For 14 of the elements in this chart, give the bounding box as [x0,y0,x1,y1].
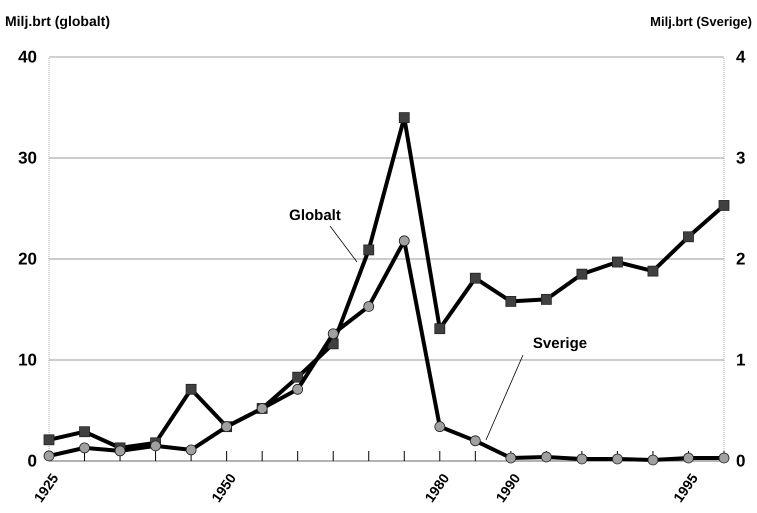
y2-tick-label: 4 [736,47,746,66]
y2-tick-label: 2 [736,249,746,268]
y-tick-label: 30 [18,148,37,168]
y-tick-label: 40 [18,47,37,66]
y-axis-title: Milj.brt (globalt) [5,13,110,29]
y2-tick-label: 1 [736,350,746,370]
text: Sverige [532,335,588,352]
y-tick-label: 10 [18,350,37,370]
y-tick-label: 20 [18,249,37,268]
y2-axis-title: Milj.brt (Sverige) [650,14,752,29]
y2-tick-label: 0 [736,451,746,470]
y-tick-label: 0 [28,451,37,470]
text: Globalt [289,207,341,224]
y2-tick-label: 3 [736,148,746,168]
